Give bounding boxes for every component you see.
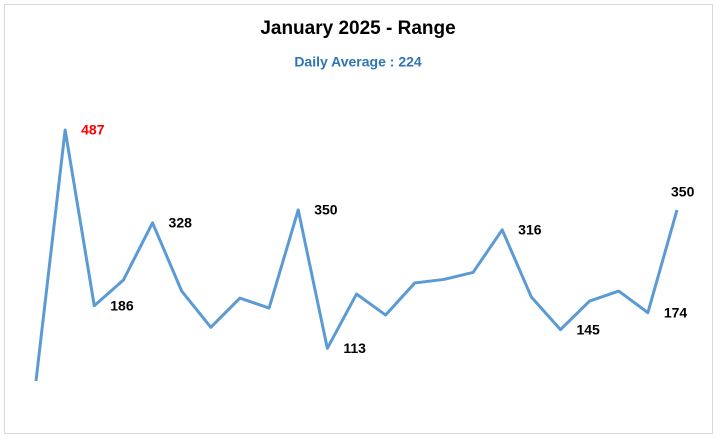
data-label: 350: [671, 184, 695, 200]
data-label: 145: [576, 321, 600, 337]
data-label: 328: [169, 215, 193, 231]
chart-title: January 2025 - Range: [260, 18, 455, 39]
chart-frame: [4, 4, 713, 434]
data-label: 174: [664, 304, 688, 320]
data-label: 186: [110, 297, 134, 313]
line-series: [34, 128, 679, 382]
data-label: 350: [314, 202, 338, 218]
data-label: 113: [343, 340, 366, 356]
data-label: 487: [81, 122, 105, 138]
chart-subtitle: Daily Average : 224: [294, 54, 422, 70]
data-label: 316: [518, 222, 542, 238]
